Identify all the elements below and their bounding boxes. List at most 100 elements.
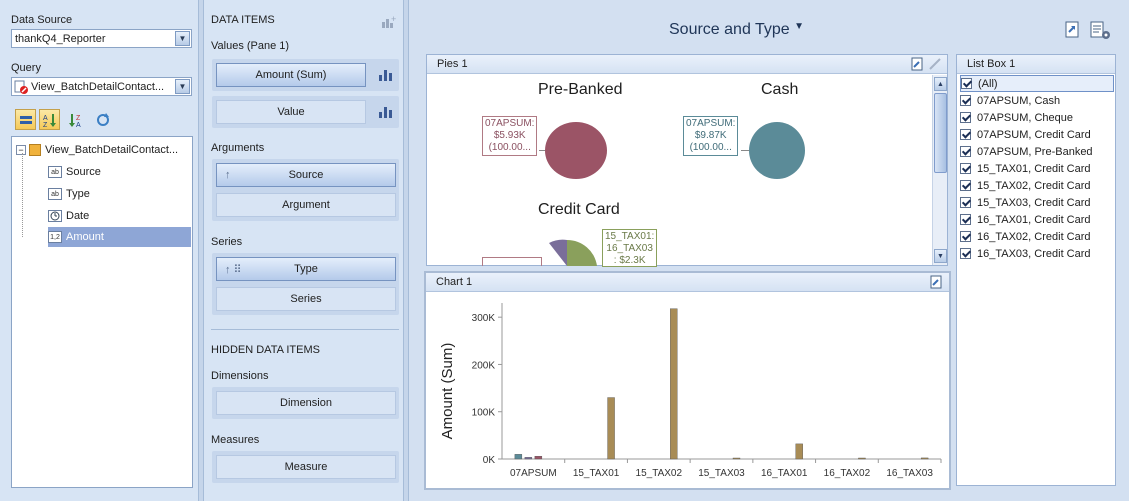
list-box-item[interactable]: 15_TAX03, Credit Card (960, 194, 1114, 211)
filter-icon[interactable]: ▼ (794, 21, 805, 32)
y-axis-label: Amount (Sum) (439, 343, 456, 440)
checkbox[interactable] (960, 214, 971, 225)
x-tick-label: 15_TAX01 (573, 468, 620, 479)
argument-item-source[interactable]: ↑ Source (216, 163, 396, 187)
list-box-item[interactable]: 16_TAX02, Credit Card (960, 228, 1114, 245)
scroll-up-button[interactable]: ▲ (934, 77, 947, 91)
measure-placeholder[interactable]: Measure (216, 455, 396, 479)
field-list-tree: − View_BatchDetailContact... ab Source a… (11, 136, 193, 488)
checkbox[interactable] (960, 146, 971, 157)
bar-chart-icon[interactable] (379, 104, 395, 120)
dashboard-surface: Source and Type ▼ Pies 1 Pre-Banked 07AP… (408, 0, 1129, 501)
checkbox[interactable] (960, 180, 971, 191)
collapse-icon[interactable]: − (16, 145, 26, 155)
bar (670, 308, 678, 460)
list-box-item[interactable]: 16_TAX03, Credit Card (960, 245, 1114, 262)
svg-text:Z: Z (76, 115, 81, 122)
checkbox[interactable] (961, 78, 972, 89)
tree-item-label: Source (66, 166, 101, 178)
sort-ascending-icon: AZ (43, 113, 56, 128)
checkbox[interactable] (960, 163, 971, 174)
pie-label: 15_TAX01: 16_TAX03 : $2.3K (602, 229, 658, 267)
leader-line (741, 150, 749, 151)
tree-item-amount[interactable]: 1,2 Amount (48, 227, 191, 247)
value-well: Amount (Sum) (212, 59, 399, 91)
chevron-down-icon[interactable]: ▼ (175, 31, 190, 46)
checkbox[interactable] (960, 197, 971, 208)
tree-item-type[interactable]: ab Type (48, 184, 90, 204)
chevron-down-icon[interactable]: ▼ (175, 79, 190, 94)
svg-text:A: A (76, 122, 81, 128)
dashboard-title-text: Source and Type (669, 21, 790, 38)
scroll-down-button[interactable]: ▼ (934, 249, 947, 263)
add-pane-icon[interactable]: + (380, 14, 398, 30)
argument-placeholder[interactable]: Argument (216, 193, 396, 217)
tree-item-source[interactable]: ab Source (48, 162, 101, 182)
series-label: Series (211, 236, 243, 248)
export-icon[interactable] (930, 275, 944, 289)
pies-scrollbar[interactable]: ▲ ▼ (932, 75, 947, 265)
query-combo[interactable]: View_BatchDetailContact... ▼ (11, 77, 192, 96)
value-item-amount[interactable]: Amount (Sum) (216, 63, 366, 87)
pie-label-line: (100.00... (689, 142, 732, 153)
pie-title: Cash (761, 81, 799, 98)
pie-slice[interactable] (545, 122, 607, 179)
series-placeholder[interactable]: Series (216, 287, 396, 311)
group-by-type-button[interactable] (15, 109, 36, 130)
checkbox[interactable] (960, 112, 971, 123)
value-well-placeholder: Value (212, 96, 399, 128)
list-box-item[interactable]: 15_TAX02, Credit Card (960, 177, 1114, 194)
text-field-icon: ab (48, 166, 62, 178)
value-placeholder[interactable]: Value (216, 100, 366, 124)
group-icon (19, 115, 32, 124)
list-box-item[interactable]: (All) (960, 75, 1114, 92)
checkbox[interactable] (960, 129, 971, 140)
list-box-item[interactable]: 07APSUM, Cheque (960, 109, 1114, 126)
query-value: View_BatchDetailContact... (31, 80, 165, 93)
data-source-panel: Data Source thankQ4_Reporter ▼ Query Vie… (0, 0, 199, 501)
dashboard-title[interactable]: Source and Type ▼ (669, 21, 804, 39)
bar (524, 457, 533, 460)
series-item-type[interactable]: ↑ ⠿ Type (216, 257, 396, 281)
dimension-placeholder[interactable]: Dimension (216, 391, 396, 415)
data-source-combo[interactable]: thankQ4_Reporter ▼ (11, 29, 192, 48)
data-items-title: DATA ITEMS (211, 14, 275, 26)
parameters-icon[interactable] (1090, 21, 1112, 41)
checkbox[interactable] (960, 231, 971, 242)
scroll-thumb[interactable] (934, 93, 947, 173)
list-box-item[interactable]: 07APSUM, Credit Card (960, 126, 1114, 143)
series-well: ↑ ⠿ Type Series (212, 253, 399, 315)
export-icon[interactable] (911, 57, 925, 71)
tree-item-date[interactable]: Date (48, 206, 89, 226)
data-items-panel: DATA ITEMS + Values (Pane 1) Amount (Sum… (203, 0, 404, 501)
pie-label-line: $9.87K (694, 130, 727, 141)
list-box-item[interactable]: 15_TAX01, Credit Card (960, 160, 1114, 177)
list-box-item-label: 15_TAX02, Credit Card (977, 179, 1091, 192)
pie-credit-card[interactable] (535, 238, 615, 266)
list-box-item-label: (All) (978, 77, 998, 90)
checkbox[interactable] (960, 248, 971, 259)
export-icon[interactable] (1065, 21, 1081, 39)
list-box-item-label: 07APSUM, Credit Card (977, 128, 1091, 141)
list-box-item-label: 16_TAX03, Credit Card (977, 247, 1091, 260)
bar (732, 457, 741, 460)
pie-label: 07APSUM: $9.87K (100.00... (683, 116, 739, 156)
list-box-item[interactable]: 07APSUM, Cash (960, 92, 1114, 109)
chart-panel: Chart 1 Amount (Sum) 0K 100K 200K 300K 07APS… (424, 271, 951, 490)
pie-label-line: : $2.3K (613, 255, 646, 266)
x-tick-label: 16_TAX03 (886, 468, 933, 479)
tree-item-label: Type (66, 188, 90, 200)
pie-slice[interactable] (749, 122, 805, 179)
tree-root[interactable]: − View_BatchDetailContact... (16, 140, 178, 160)
checkbox[interactable] (960, 95, 971, 106)
refresh-button[interactable] (92, 109, 113, 130)
bar-chart-icon[interactable] (379, 67, 395, 83)
clear-selection-icon[interactable] (928, 57, 942, 71)
dimension-well: Dimension (212, 387, 399, 419)
list-box-item[interactable]: 07APSUM, Pre-Banked (960, 143, 1114, 160)
list-box-item-label: 15_TAX01, Credit Card (977, 162, 1091, 175)
list-box-item[interactable]: 16_TAX01, Credit Card (960, 211, 1114, 228)
date-field-icon (48, 210, 62, 222)
